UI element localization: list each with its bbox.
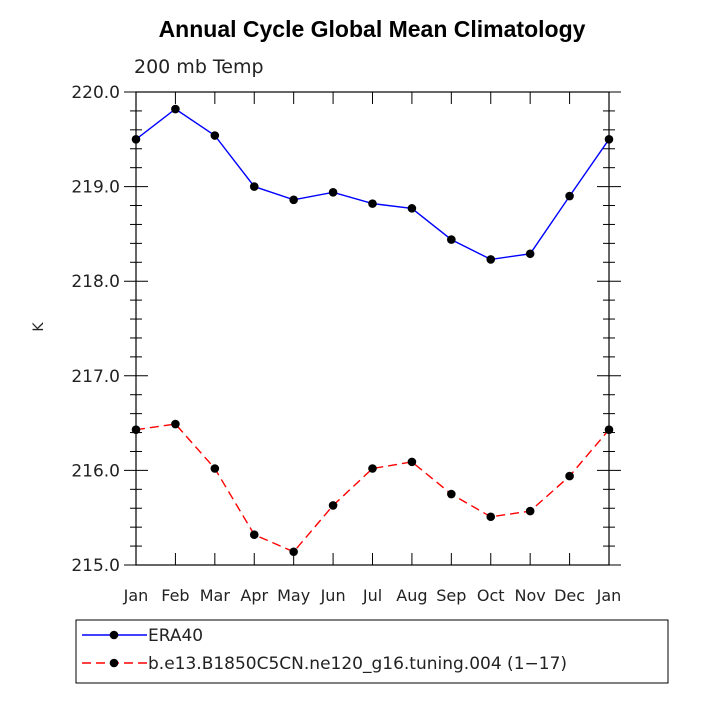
x-tick-label: Sep [436,586,466,605]
x-tick-label: Oct [477,586,505,605]
series-line-1 [135,423,610,553]
data-point [328,501,338,510]
x-tick-label: Jan [123,586,149,605]
x-tick-label: Feb [161,586,189,605]
legend-key-marker-0 [109,630,119,640]
legend-label-model: b.e13.B1850C5CN.ne120_g16.tuning.004 (1−… [148,654,567,674]
data-point [447,489,456,499]
x-tick-label: Apr [240,586,268,605]
plot-frame [135,91,610,566]
data-point [565,471,574,481]
data-point [525,506,535,516]
data-point [210,131,220,140]
data-point [171,419,180,429]
data-point [486,512,496,522]
x-tick-label: Aug [396,586,427,605]
data-point [368,464,377,473]
y-tick-label: 219.0 [71,178,120,198]
axis-ticks [124,91,621,566]
x-tick-label: Jan [596,586,622,605]
data-point [171,104,180,114]
data-point [525,249,535,259]
data-point [249,182,259,191]
legend: ERA40 b.e13.B1850C5CN.ne120_g16.tuning.0… [75,619,669,684]
data-point [289,195,298,205]
y-axis-label: K [31,322,47,332]
data-point [407,204,417,213]
tick-labels: Jan Feb Mar Apr May Jun Jul Aug Sep Oct Nov Dec Jan2… [71,83,621,605]
y-tick-label: 215.0 [71,556,120,576]
y-tick-label: 218.0 [71,272,120,292]
data-point [565,191,574,201]
y-tick-label: 217.0 [71,367,120,387]
data-point [407,457,417,467]
legend-key-marker-1 [109,658,119,668]
legend-keys [82,630,147,668]
x-tick-label: Jul [362,586,382,605]
legend-box [75,619,669,684]
data-point [289,547,298,557]
legend-label-era40: ERA40 [148,626,203,646]
series-line-0 [135,108,610,261]
chart-title: Annual Cycle Global Mean Climatology [159,16,586,42]
data-point [447,235,456,244]
chart-subtitle: 200 mb Temp [134,56,264,78]
data-point [249,530,259,540]
y-tick-label: 216.0 [71,461,120,481]
data-point [328,187,338,197]
x-tick-label: Mar [200,586,231,605]
x-tick-label: Nov [515,586,546,605]
x-tick-label: Jun [320,586,346,605]
x-tick-label: Dec [554,586,585,605]
y-tick-label: 220.0 [71,83,120,103]
series-layer [131,104,614,557]
x-tick-label: May [277,586,310,605]
data-point [210,464,220,473]
data-point [486,255,496,264]
data-point [368,199,377,208]
